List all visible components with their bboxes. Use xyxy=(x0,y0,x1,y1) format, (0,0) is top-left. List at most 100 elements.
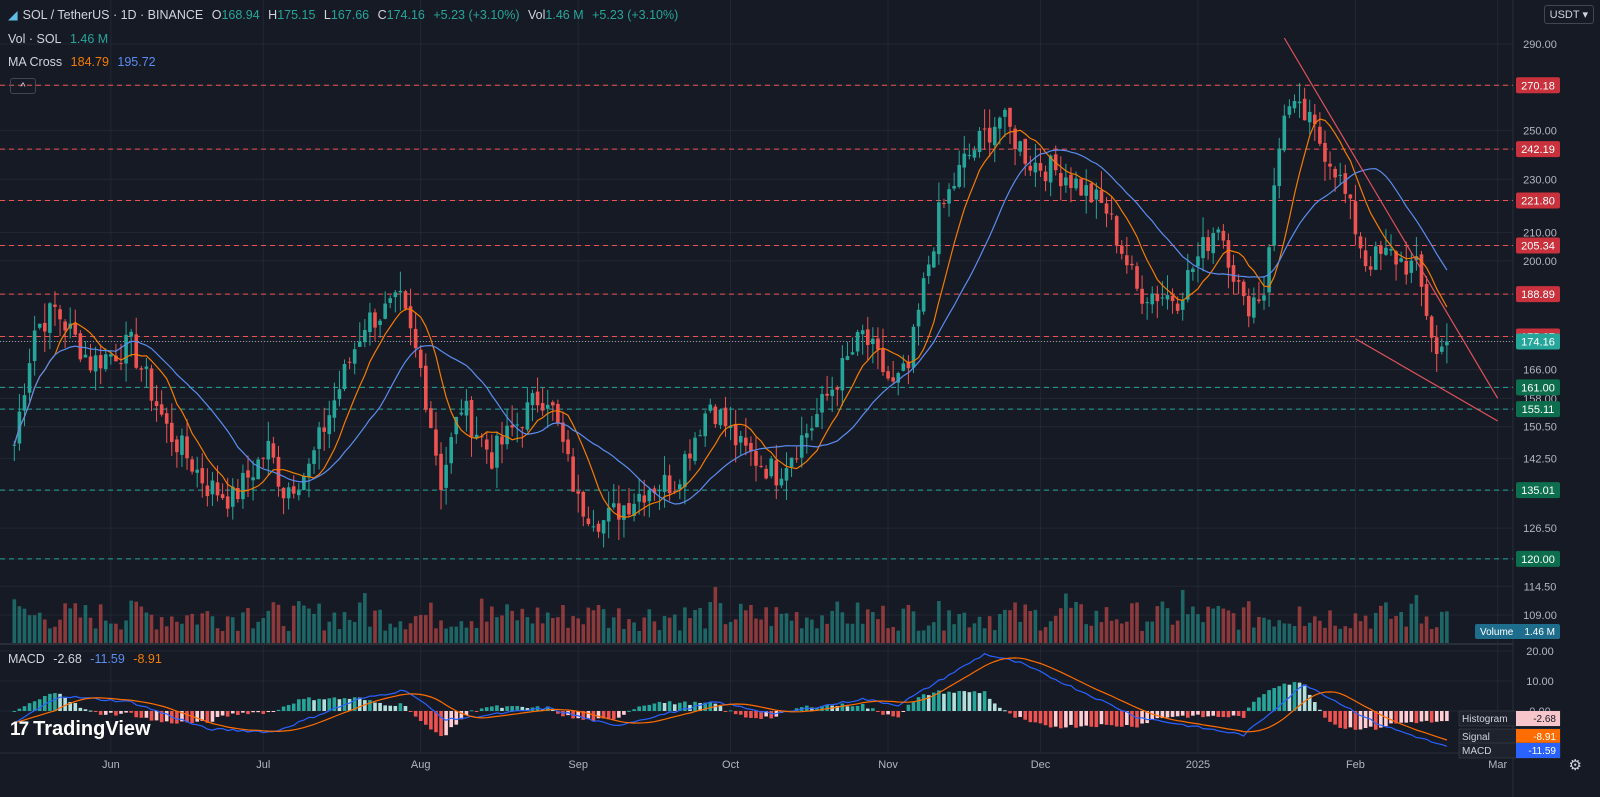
volume-bar xyxy=(1069,607,1073,643)
macd-histogram-bar xyxy=(515,705,520,711)
macd-histogram-bar xyxy=(459,711,464,720)
macd-histogram-bar xyxy=(271,711,276,712)
candle-body xyxy=(921,278,926,312)
candle-body xyxy=(754,451,758,466)
price-marker-tag xyxy=(1516,333,1560,350)
volume-bar xyxy=(444,628,448,643)
volume-bar xyxy=(820,615,824,643)
tradingview-logo-icon: 17 xyxy=(10,718,29,740)
candle-body xyxy=(83,354,88,358)
volume-bar xyxy=(688,618,692,643)
ma-cross-legend[interactable]: MA Cross 184.79 195.72 xyxy=(8,55,161,69)
volume-bar xyxy=(1353,613,1358,643)
macd-histogram-bar xyxy=(307,697,311,711)
volume-bar xyxy=(596,604,601,643)
vol-value: 1.46 M xyxy=(545,8,584,22)
volume-bar xyxy=(388,623,393,643)
macd-histogram-bar xyxy=(835,705,840,711)
candle-body xyxy=(479,436,484,438)
volume-legend[interactable]: Vol · SOL 1.46 M xyxy=(8,32,113,46)
macd-histogram-bar xyxy=(982,691,987,711)
candle-body xyxy=(164,413,169,424)
candle-body xyxy=(1277,148,1282,187)
candle-body xyxy=(1221,230,1226,241)
macd-histogram-bar xyxy=(357,697,362,711)
candle-body xyxy=(1119,245,1124,254)
candle-body xyxy=(175,439,179,453)
macd-histogram-bar xyxy=(63,697,67,711)
candle-body xyxy=(1399,258,1403,262)
candle-body xyxy=(942,203,946,205)
candle-body xyxy=(657,490,662,492)
candle-body xyxy=(723,407,728,427)
volume-bar xyxy=(1302,625,1307,643)
volume-bar xyxy=(1221,608,1226,643)
y-tick-label: 114.50 xyxy=(1524,581,1557,593)
volume-bar xyxy=(22,608,27,643)
candle-body xyxy=(1170,295,1175,302)
volume-bar xyxy=(1211,608,1215,643)
candle-body xyxy=(545,404,550,409)
volume-bar xyxy=(881,605,885,643)
candle-body xyxy=(241,472,245,500)
volume-bar xyxy=(266,610,271,643)
candle-body xyxy=(337,389,342,400)
price-marker-label: 120.00 xyxy=(1521,554,1555,566)
gear-icon[interactable]: ⚙ xyxy=(1568,757,1582,774)
volume-bar xyxy=(1135,602,1139,643)
volume-bar xyxy=(962,612,967,643)
candle-body xyxy=(952,186,956,189)
macd-histogram-bar xyxy=(1094,711,1099,728)
tradingview-logo[interactable]: 17 TradingView xyxy=(10,718,151,741)
x-tick-label: Dec xyxy=(1031,759,1051,771)
volume-bar xyxy=(551,618,555,643)
volume-bar xyxy=(37,612,42,643)
macd-histogram-bar xyxy=(1033,711,1038,723)
vol-label: Vol xyxy=(528,8,546,22)
macd-histogram-bar xyxy=(403,706,408,711)
candle-body xyxy=(261,457,266,459)
macd-histogram-bar xyxy=(1150,711,1155,720)
volume-bar xyxy=(439,620,443,643)
volume-bar xyxy=(83,605,88,643)
macd-series-value: -8.91 xyxy=(1533,732,1556,743)
symbol-legend[interactable]: ◢ SOL / TetherUS · 1D · BINANCE O168.94 H… xyxy=(8,7,683,22)
macd-histogram-bar xyxy=(1170,711,1175,717)
macd-histogram-bar xyxy=(850,706,855,711)
macd-histogram-bar xyxy=(1084,711,1088,726)
macd-histogram-bar xyxy=(1358,711,1363,730)
volume-bar xyxy=(942,630,946,643)
volume-bar xyxy=(1048,621,1053,643)
volume-bar xyxy=(647,609,652,643)
volume-bar xyxy=(769,625,774,643)
candle-body xyxy=(1155,293,1160,302)
candle-body xyxy=(855,332,860,352)
candle-body xyxy=(449,437,453,464)
volume-bar xyxy=(154,629,159,643)
candle-body xyxy=(876,338,880,350)
collapse-legend-button[interactable]: ^ xyxy=(10,78,36,94)
macd-histogram-bar xyxy=(1404,711,1409,723)
macd-legend[interactable]: MACD -2.68 -11.59 -8.91 xyxy=(8,652,167,666)
y-tick-label: 150.50 xyxy=(1523,422,1557,434)
macd-histogram-bar xyxy=(942,693,946,711)
candle-body xyxy=(434,429,438,456)
candle-body xyxy=(327,415,332,435)
candle-body xyxy=(642,495,647,503)
volume-bar xyxy=(972,623,977,643)
candle-body xyxy=(195,469,199,473)
volume-bar xyxy=(723,624,728,643)
volume-bar xyxy=(88,617,93,643)
candle-body xyxy=(1348,194,1353,199)
macd-histogram-bar xyxy=(1373,711,1378,730)
macd-histogram-bar xyxy=(881,711,885,715)
candle-body xyxy=(627,503,631,515)
currency-selector[interactable]: USDT ▾ xyxy=(1543,5,1594,24)
volume-bar xyxy=(352,622,357,643)
macd-histogram-bar xyxy=(1343,711,1348,729)
macd-histogram-bar xyxy=(1048,711,1053,728)
macd-histogram-bar xyxy=(840,703,845,711)
candle-body xyxy=(728,425,733,428)
macd-histogram-bar xyxy=(581,711,586,720)
